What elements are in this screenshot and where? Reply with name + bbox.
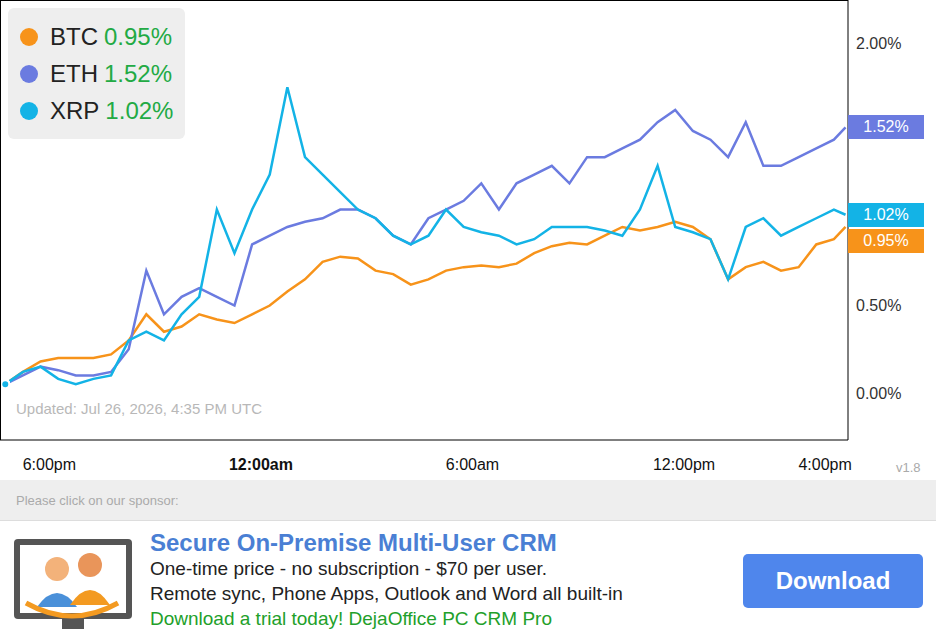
html-text:Updated: Jul 26, 2026, 4:35 PM: Updated: Jul 26, 2026, 4:35 PM UTC <box>16 400 262 417</box>
html-text:Secure On-Premise Multi-User C: Secure On-Premise Multi-User CRM <box>150 529 557 556</box>
html-text:Download: Download <box>775 567 891 594</box>
html-text:Please click on our sponsor:: Please click on our sponsor: <box>16 493 179 508</box>
svg-text:0.00%: 0.00% <box>856 385 901 402</box>
html-text:Download a trial today! DejaOf: Download a trial today! DejaOffice PC CR… <box>150 608 552 629</box>
svg-text:12:00am: 12:00am <box>229 456 293 473</box>
svg-text:0.50%: 0.50% <box>856 297 901 314</box>
html-text:ETH 1.52%: ETH 1.52% <box>50 59 173 87</box>
html-text:1.02%: 1.02% <box>863 205 909 223</box>
svg-text:4:00pm: 4:00pm <box>798 456 851 473</box>
html-text:Remote sync, Phone Apps, Outlo: Remote sync, Phone Apps, Outlook and Wor… <box>150 583 623 604</box>
html-text:1.52%: 1.52% <box>863 118 909 136</box>
html-text:0.95%: 0.95% <box>863 231 909 249</box>
svg-text:6:00pm: 6:00pm <box>23 456 76 473</box>
html-text:BTC 0.95%: BTC 0.95% <box>50 22 173 50</box>
html-text:XRP 1.02%: XRP 1.02% <box>50 96 174 124</box>
svg-text:6:00am: 6:00am <box>446 456 499 473</box>
html-text:One-time price - no subscripti: One-time price - no subscription - $70 p… <box>150 558 548 579</box>
html-text:v1.8: v1.8 <box>896 460 921 475</box>
svg-text:12:00pm: 12:00pm <box>653 456 715 473</box>
svg-text:2.00%: 2.00% <box>856 35 901 52</box>
